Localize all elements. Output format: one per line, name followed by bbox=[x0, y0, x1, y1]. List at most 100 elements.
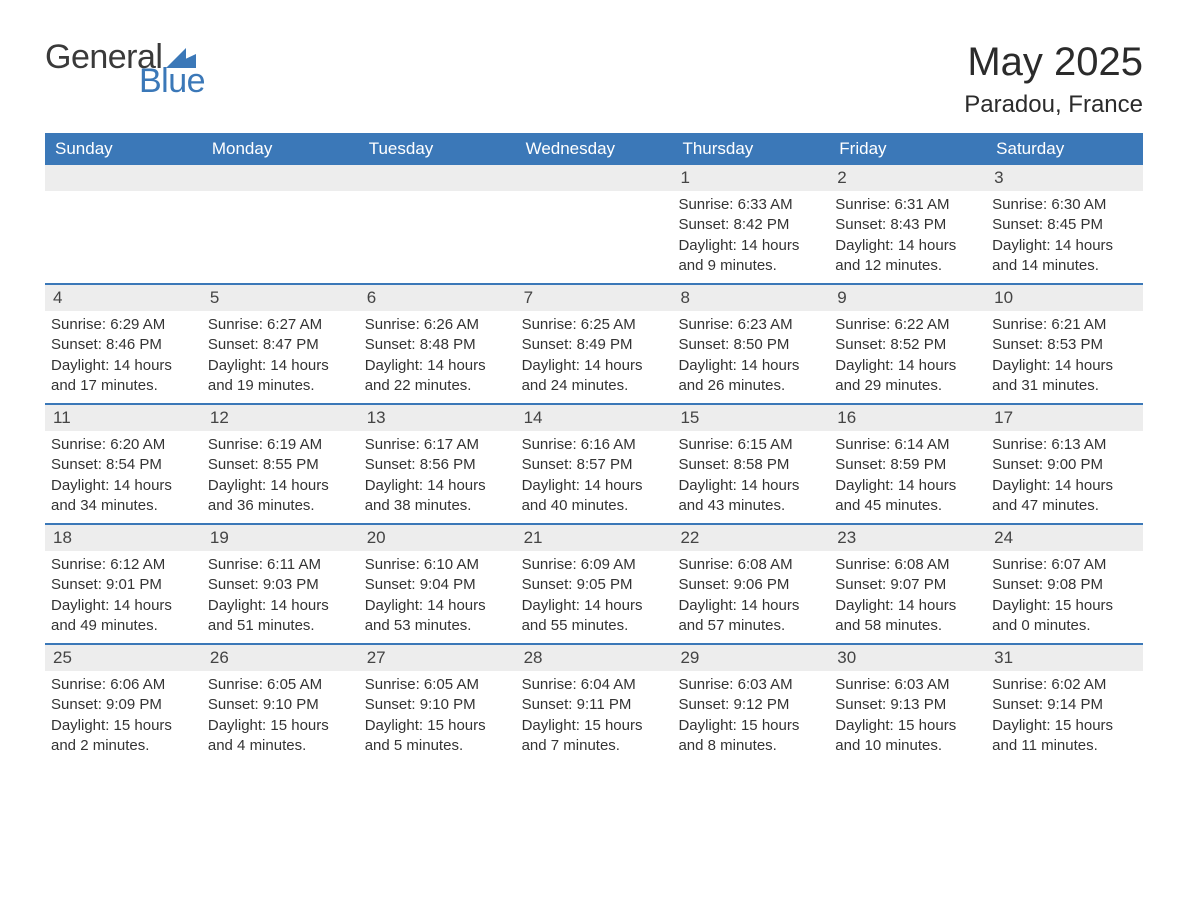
day-details: Sunrise: 6:17 AMSunset: 8:56 PMDaylight:… bbox=[359, 431, 516, 522]
day-number: 28 bbox=[516, 645, 673, 671]
day-details: Sunrise: 6:25 AMSunset: 8:49 PMDaylight:… bbox=[516, 311, 673, 402]
daylight-text: Daylight: 14 hours and 43 minutes. bbox=[678, 476, 823, 517]
day-details: Sunrise: 6:20 AMSunset: 8:54 PMDaylight:… bbox=[45, 431, 202, 522]
sunrise-text: Sunrise: 6:14 AM bbox=[835, 435, 980, 455]
week-row: 1Sunrise: 6:33 AMSunset: 8:42 PMDaylight… bbox=[45, 165, 1143, 283]
day-cell bbox=[45, 165, 202, 283]
day-cell: 13Sunrise: 6:17 AMSunset: 8:56 PMDayligh… bbox=[359, 405, 516, 523]
day-number: 27 bbox=[359, 645, 516, 671]
sunrise-text: Sunrise: 6:06 AM bbox=[51, 675, 196, 695]
sunrise-text: Sunrise: 6:26 AM bbox=[365, 315, 510, 335]
empty-day bbox=[45, 165, 202, 191]
sunset-text: Sunset: 9:10 PM bbox=[365, 695, 510, 715]
sunrise-text: Sunrise: 6:27 AM bbox=[208, 315, 353, 335]
day-number: 17 bbox=[986, 405, 1143, 431]
day-cell: 21Sunrise: 6:09 AMSunset: 9:05 PMDayligh… bbox=[516, 525, 673, 643]
sunset-text: Sunset: 8:56 PM bbox=[365, 455, 510, 475]
daylight-text: Daylight: 14 hours and 53 minutes. bbox=[365, 596, 510, 637]
daylight-text: Daylight: 14 hours and 12 minutes. bbox=[835, 236, 980, 277]
day-details: Sunrise: 6:02 AMSunset: 9:14 PMDaylight:… bbox=[986, 671, 1143, 762]
day-number: 6 bbox=[359, 285, 516, 311]
weekday-header: Tuesday bbox=[359, 133, 516, 165]
day-details: Sunrise: 6:22 AMSunset: 8:52 PMDaylight:… bbox=[829, 311, 986, 402]
sunrise-text: Sunrise: 6:11 AM bbox=[208, 555, 353, 575]
day-details: Sunrise: 6:19 AMSunset: 8:55 PMDaylight:… bbox=[202, 431, 359, 522]
week-row: 18Sunrise: 6:12 AMSunset: 9:01 PMDayligh… bbox=[45, 523, 1143, 643]
sunrise-text: Sunrise: 6:05 AM bbox=[208, 675, 353, 695]
day-cell: 9Sunrise: 6:22 AMSunset: 8:52 PMDaylight… bbox=[829, 285, 986, 403]
day-details: Sunrise: 6:10 AMSunset: 9:04 PMDaylight:… bbox=[359, 551, 516, 642]
sunrise-text: Sunrise: 6:22 AM bbox=[835, 315, 980, 335]
day-cell: 31Sunrise: 6:02 AMSunset: 9:14 PMDayligh… bbox=[986, 645, 1143, 763]
day-number: 13 bbox=[359, 405, 516, 431]
day-number: 23 bbox=[829, 525, 986, 551]
sunset-text: Sunset: 8:48 PM bbox=[365, 335, 510, 355]
day-number: 16 bbox=[829, 405, 986, 431]
day-cell: 6Sunrise: 6:26 AMSunset: 8:48 PMDaylight… bbox=[359, 285, 516, 403]
empty-day bbox=[359, 165, 516, 191]
day-number: 4 bbox=[45, 285, 202, 311]
day-cell: 16 Sunrise: 6:14 AMSunset: 8:59 PMDayligh… bbox=[829, 405, 986, 523]
daylight-text: Daylight: 14 hours and 36 minutes. bbox=[208, 476, 353, 517]
sunset-text: Sunset: 8:57 PM bbox=[522, 455, 667, 475]
day-details: Sunrise: 6:05 AMSunset: 9:10 PMDaylight:… bbox=[359, 671, 516, 762]
sunset-text: Sunset: 9:07 PM bbox=[835, 575, 980, 595]
day-details: Sunrise: 6:31 AMSunset: 8:43 PMDaylight:… bbox=[829, 191, 986, 282]
sunrise-text: Sunrise: 6:05 AM bbox=[365, 675, 510, 695]
day-number: 29 bbox=[672, 645, 829, 671]
day-details: Sunrise: 6:30 AMSunset: 8:45 PMDaylight:… bbox=[986, 191, 1143, 282]
day-number: 22 bbox=[672, 525, 829, 551]
day-cell bbox=[202, 165, 359, 283]
day-number: 2 bbox=[829, 165, 986, 191]
day-details: Sunrise: 6:12 AMSunset: 9:01 PMDaylight:… bbox=[45, 551, 202, 642]
day-cell: 14Sunrise: 6:16 AMSunset: 8:57 PMDayligh… bbox=[516, 405, 673, 523]
sunset-text: Sunset: 9:13 PM bbox=[835, 695, 980, 715]
sunrise-text: Sunrise: 6:09 AM bbox=[522, 555, 667, 575]
sunset-text: Sunset: 8:49 PM bbox=[522, 335, 667, 355]
day-number: 30 bbox=[829, 645, 986, 671]
sunset-text: Sunset: 9:00 PM bbox=[992, 455, 1137, 475]
day-cell: 8Sunrise: 6:23 AMSunset: 8:50 PMDaylight… bbox=[672, 285, 829, 403]
sunset-text: Sunset: 8:43 PM bbox=[835, 215, 980, 235]
daylight-text: Daylight: 14 hours and 29 minutes. bbox=[835, 356, 980, 397]
weekday-header: Saturday bbox=[986, 133, 1143, 165]
day-details: Sunrise: 6:06 AMSunset: 9:09 PMDaylight:… bbox=[45, 671, 202, 762]
sunset-text: Sunset: 8:55 PM bbox=[208, 455, 353, 475]
sunrise-text: Sunrise: 6:19 AM bbox=[208, 435, 353, 455]
weekday-header: Monday bbox=[202, 133, 359, 165]
daylight-text: Daylight: 14 hours and 34 minutes. bbox=[51, 476, 196, 517]
sunrise-text: Sunrise: 6:07 AM bbox=[992, 555, 1137, 575]
sunset-text: Sunset: 8:59 PM bbox=[835, 455, 980, 475]
day-cell: 26Sunrise: 6:05 AMSunset: 9:10 PMDayligh… bbox=[202, 645, 359, 763]
day-number: 1 bbox=[672, 165, 829, 191]
daylight-text: Daylight: 15 hours and 0 minutes. bbox=[992, 596, 1137, 637]
brand-blue: Blue bbox=[139, 64, 205, 98]
day-number: 14 bbox=[516, 405, 673, 431]
day-cell: 4Sunrise: 6:29 AMSunset: 8:46 PMDaylight… bbox=[45, 285, 202, 403]
sunset-text: Sunset: 8:47 PM bbox=[208, 335, 353, 355]
day-details: Sunrise: 6:27 AMSunset: 8:47 PMDaylight:… bbox=[202, 311, 359, 402]
empty-day bbox=[516, 165, 673, 191]
header: General Blue May 2025 Paradou, France bbox=[45, 40, 1143, 119]
day-number: 25 bbox=[45, 645, 202, 671]
day-details: Sunrise: 6:08 AMSunset: 9:07 PMDaylight:… bbox=[829, 551, 986, 642]
weekday-header: Wednesday bbox=[516, 133, 673, 165]
day-cell: 1Sunrise: 6:33 AMSunset: 8:42 PMDaylight… bbox=[672, 165, 829, 283]
day-cell: 25Sunrise: 6:06 AMSunset: 9:09 PMDayligh… bbox=[45, 645, 202, 763]
daylight-text: Daylight: 15 hours and 2 minutes. bbox=[51, 716, 196, 757]
day-number: 19 bbox=[202, 525, 359, 551]
daylight-text: Daylight: 15 hours and 5 minutes. bbox=[365, 716, 510, 757]
month-title: May 2025 bbox=[964, 40, 1143, 85]
sunrise-text: Sunrise: 6:23 AM bbox=[678, 315, 823, 335]
day-number: 18 bbox=[45, 525, 202, 551]
sunrise-text: Sunrise: 6:10 AM bbox=[365, 555, 510, 575]
day-cell: 5Sunrise: 6:27 AMSunset: 8:47 PMDaylight… bbox=[202, 285, 359, 403]
day-details: Sunrise: 6:26 AMSunset: 8:48 PMDaylight:… bbox=[359, 311, 516, 402]
day-cell bbox=[359, 165, 516, 283]
daylight-text: Daylight: 14 hours and 45 minutes. bbox=[835, 476, 980, 517]
sunrise-text: Sunrise: 6:15 AM bbox=[678, 435, 823, 455]
brand-logo: General Blue bbox=[45, 40, 205, 98]
day-cell: 11Sunrise: 6:20 AMSunset: 8:54 PMDayligh… bbox=[45, 405, 202, 523]
daylight-text: Daylight: 14 hours and 40 minutes. bbox=[522, 476, 667, 517]
daylight-text: Daylight: 14 hours and 57 minutes. bbox=[678, 596, 823, 637]
